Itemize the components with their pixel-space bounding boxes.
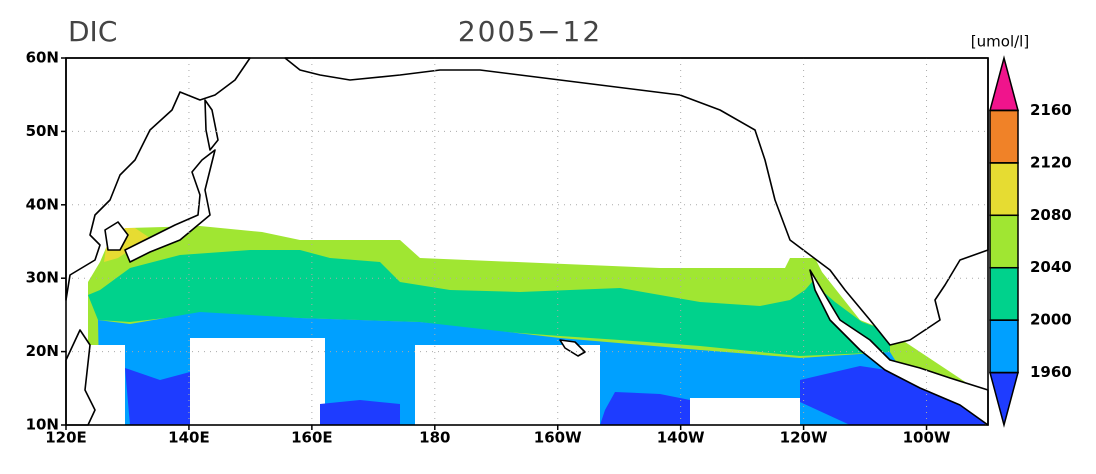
region-2080-2120	[104, 228, 150, 262]
x-tick-label: 160W	[534, 429, 582, 447]
y-tick-label: 60N	[26, 49, 59, 67]
title: DIC	[68, 15, 117, 48]
colorbar-label: 1960	[1030, 363, 1072, 381]
colorbar-box	[989, 214, 1019, 269]
region-2000-2040	[88, 250, 890, 356]
x-tick-label: 100W	[903, 429, 951, 447]
colorbar-arrow	[989, 371, 1019, 428]
colorbar-box	[989, 266, 1019, 321]
x-tick-label: 120E	[45, 429, 87, 447]
colorbar-label: 2120	[1030, 153, 1072, 171]
y-tick-label: 30N	[26, 269, 59, 287]
missing	[415, 345, 600, 425]
asia-coast	[65, 57, 251, 301]
x-tick-label: 180	[419, 429, 450, 447]
colorbar-label: 2160	[1030, 101, 1072, 119]
y-tick-label: 40N	[26, 195, 59, 213]
unit-label: [umol/l]	[971, 33, 1029, 51]
missing	[690, 398, 800, 425]
colorbar-box	[989, 162, 1019, 217]
region-below-1960	[320, 400, 400, 425]
y-tick-label: 10N	[26, 416, 59, 434]
region-below-1960	[125, 368, 190, 425]
y-tick-label: 20N	[26, 342, 59, 360]
x-tick-label: 120W	[780, 429, 828, 447]
x-tick-label: 140W	[657, 429, 705, 447]
colorbar-arrow	[989, 55, 1019, 112]
date: 2005−12	[458, 15, 602, 48]
missing	[190, 338, 325, 425]
colorbar-label: 2040	[1030, 258, 1072, 276]
region-below-1960	[600, 392, 690, 425]
korea	[104, 221, 129, 251]
sakhalin	[204, 99, 219, 151]
north-america	[284, 57, 989, 346]
y-tick-label: 50N	[26, 122, 59, 140]
colorbar-label: 2080	[1030, 206, 1072, 224]
x-tick-label: 140E	[168, 429, 210, 447]
hawaii	[559, 339, 586, 357]
colorbar-label: 2000	[1030, 311, 1072, 329]
colorbar-box	[989, 319, 1019, 374]
x-tick-label: 160E	[291, 429, 333, 447]
colorbar-box	[989, 109, 1019, 164]
japan	[124, 149, 216, 263]
map-frame	[65, 57, 989, 426]
